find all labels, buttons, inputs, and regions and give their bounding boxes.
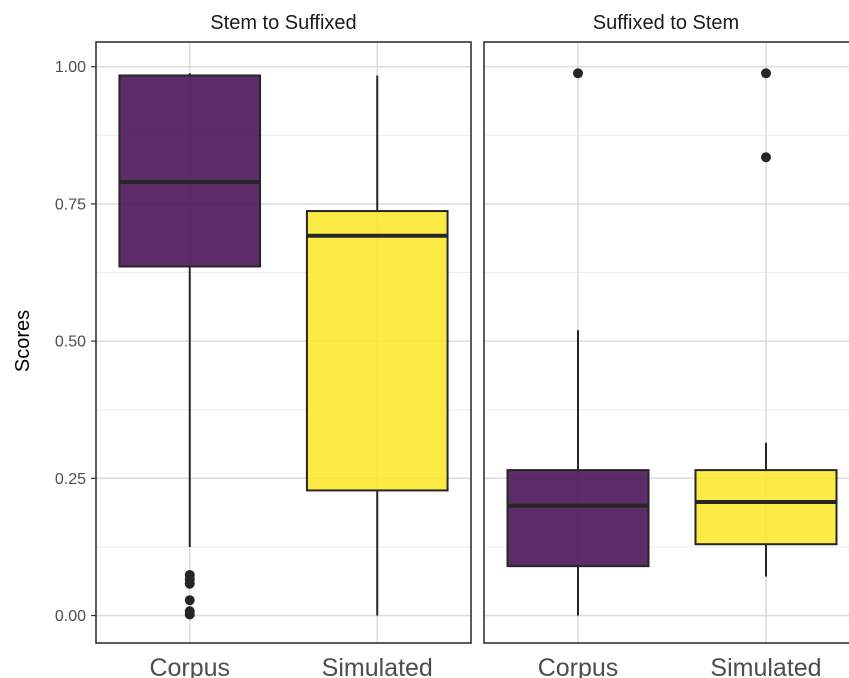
outlier-point [184, 578, 195, 589]
box-body [506, 469, 650, 568]
y-tick-label: 0.00 [55, 608, 86, 625]
box-body [305, 210, 449, 492]
y-tick-label: 1.00 [55, 59, 86, 76]
y-axis-title: Scores [12, 310, 34, 372]
x-tick-label: Corpus [149, 654, 230, 678]
panel-border [95, 41, 472, 644]
outlier-point [573, 68, 583, 79]
panel-border [483, 41, 849, 644]
y-tick-label: 0.25 [55, 471, 86, 488]
box-corpus [506, 68, 650, 616]
box-body [694, 469, 838, 546]
outlier-point [184, 609, 195, 620]
box-corpus [118, 73, 262, 620]
outlier-point [184, 595, 195, 606]
x-tick-label: Corpus [538, 654, 619, 678]
x-tick-label: Simulated [322, 654, 433, 678]
y-tick-label: 0.75 [55, 196, 86, 213]
panel-1: Stem to Suffixed Corpus Simulated 0.00 0.25 0… [55, 12, 472, 678]
box-body [118, 74, 262, 268]
box-simulated [694, 68, 838, 577]
panel-2: Suffixed to Stem Corpus Simulated [483, 12, 849, 678]
panel-title: Suffixed to Stem [593, 12, 739, 34]
y-tick-label: 0.50 [55, 334, 86, 351]
panels-layer: Stem to Suffixed Corpus Simulated 0.00 0.25 0… [55, 12, 849, 678]
panel-title: Stem to Suffixed [210, 12, 356, 34]
outlier-point [761, 152, 771, 163]
box-simulated [305, 75, 449, 616]
x-tick-label: Simulated [710, 654, 821, 678]
outlier-point [761, 68, 771, 79]
